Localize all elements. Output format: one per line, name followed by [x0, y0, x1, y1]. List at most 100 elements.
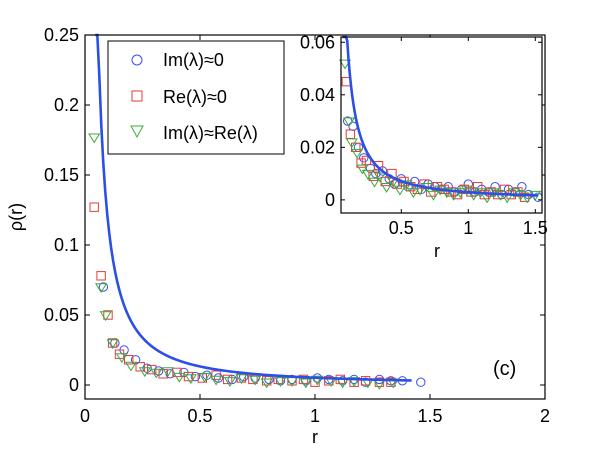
inset-x-axis-label: r [434, 241, 440, 261]
main-plot: 0 0.5 1 1.5 2 0 0.05 0.1 0.15 0.2 0.25 r ρ(r) (c) [6, 25, 550, 447]
data-point-circle [190, 371, 201, 382]
data-point-triangle [115, 353, 128, 364]
main-plot-frame [84, 34, 546, 400]
data-point-triangle [173, 372, 186, 383]
data-point-triangle [88, 133, 101, 144]
data-point-square [356, 158, 366, 168]
x-tick-label: 0 [80, 406, 90, 426]
x-tick-label: 1 [310, 406, 320, 426]
data-point-square [248, 374, 258, 385]
x-tick-label: 0.5 [187, 406, 212, 426]
data-point-circle [359, 153, 369, 163]
data-point-square [172, 367, 182, 378]
inset-plot-ticks: 0.5 1 1.5 0 0.02 0.04 0.06 [300, 32, 548, 238]
data-point-triangle [342, 117, 356, 128]
legend-box [107, 40, 285, 155]
data-point-square [324, 376, 334, 386]
y-tick-label: 0.02 [300, 137, 335, 157]
data-point-square [183, 371, 194, 382]
y-tick-label: 0 [325, 190, 335, 210]
data-point-triangle [380, 183, 393, 193]
data-point-triangle [235, 374, 248, 385]
x-tick-label: 2 [540, 406, 550, 426]
legend-entry-im-eq-re: Im(λ)≈Re(λ) [130, 123, 258, 143]
data-point-circle [98, 282, 109, 292]
data-point-triangle [373, 172, 386, 183]
legend-label-im-eq-re: Im(λ)≈Re(λ) [163, 123, 258, 143]
data-point-triangle [427, 190, 440, 201]
data-point-triangle [184, 374, 197, 385]
data-point-square [211, 370, 221, 380]
data-point-triangle [338, 59, 352, 70]
data-point-triangle [311, 375, 324, 386]
data-point-triangle [274, 377, 287, 387]
legend-entry-im-zero: Im(λ)≈0 [131, 50, 224, 70]
inset-plot: 0.5 1 1.5 0 0.02 0.04 0.06 r [300, 32, 548, 261]
inset-plot-frame [340, 36, 543, 214]
data-point-triangle [345, 138, 358, 149]
data-point-square [373, 161, 384, 171]
y-tick-label: 0.15 [44, 165, 79, 185]
data-point-triangle [348, 377, 361, 387]
main-y-axis-label: ρ(r) [6, 203, 26, 231]
x-tick-label: 1.5 [523, 218, 548, 238]
y-tick-label: 0.1 [54, 235, 79, 255]
data-point-square [386, 377, 396, 387]
data-point-triangle [161, 367, 174, 378]
data-point-triangle [198, 372, 211, 383]
panel-label: (c) [493, 358, 516, 380]
data-point-triangle [393, 185, 407, 196]
data-point-triangle [106, 339, 119, 350]
y-tick-label: 0.05 [44, 305, 79, 325]
data-point-triangle [260, 378, 273, 389]
data-point-square [124, 355, 134, 365]
legend-label-re-zero: Re(λ)≈0 [163, 87, 227, 107]
y-tick-label: 0.25 [44, 25, 79, 45]
y-tick-label: 0.04 [300, 85, 335, 105]
legend-label-im-zero: Im(λ)≈0 [163, 50, 224, 70]
data-point-circle [213, 373, 224, 383]
data-point-triangle [95, 283, 108, 294]
fit-curve-line [95, 33, 412, 382]
data-point-triangle [368, 177, 381, 188]
y-tick-label: 0.2 [54, 95, 79, 115]
legend: Im(λ)≈0 Re(λ)≈0 Im(λ)≈Re(λ) [107, 40, 285, 155]
data-point-triangle [350, 148, 364, 159]
data-point-triangle [356, 164, 369, 175]
data-point-triangle [299, 378, 312, 389]
main-plot-marks [88, 33, 426, 390]
data-point-triangle [210, 375, 223, 386]
data-point-square [89, 202, 99, 212]
data-point-triangle [249, 375, 262, 386]
data-point-triangle [124, 361, 138, 372]
x-tick-label: 1 [463, 218, 473, 238]
data-point-square [380, 176, 390, 187]
legend-marker-circle [131, 54, 143, 66]
inset-plot-marks [338, 35, 543, 204]
main-x-axis-label: r [312, 427, 318, 447]
data-point-triangle [361, 169, 374, 180]
x-tick-label: 1.5 [417, 406, 442, 426]
y-tick-label: 0.06 [300, 32, 335, 52]
data-point-triangle [150, 368, 163, 379]
data-point-triangle [400, 180, 413, 191]
data-point-triangle [138, 367, 151, 378]
data-point-square [135, 362, 145, 372]
data-point-square [459, 184, 469, 195]
legend-entry-re-zero: Re(λ)≈0 [131, 87, 227, 107]
legend-marker-square [131, 90, 143, 102]
main-plot-ticks: 0 0.5 1 1.5 2 0 0.05 0.1 0.15 0.2 0.25 [44, 25, 550, 426]
data-point-square [222, 374, 233, 385]
data-point-triangle [223, 377, 236, 387]
data-point-square [96, 271, 106, 281]
y-tick-label: 0 [69, 375, 79, 395]
data-point-triangle [99, 311, 112, 322]
legend-marker-triangle [130, 125, 144, 139]
data-point-circle [416, 377, 426, 387]
data-point-triangle [407, 188, 420, 199]
data-point-triangle [460, 185, 474, 196]
data-point-square [107, 338, 118, 348]
x-tick-label: 0.5 [389, 218, 414, 238]
data-point-square [103, 310, 113, 320]
